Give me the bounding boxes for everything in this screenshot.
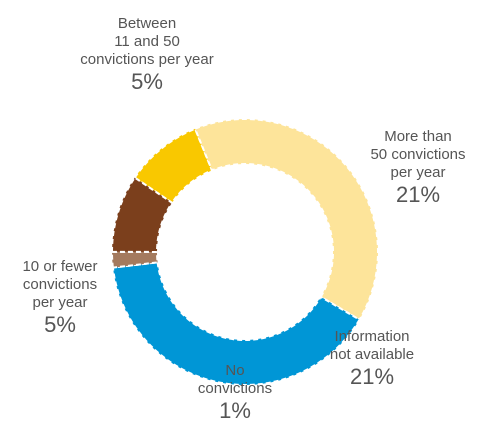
- segment-label: More than 50 convictions per year 21%: [328, 128, 490, 208]
- category-name: 10 or fewer convictions per year: [22, 258, 98, 311]
- value-label: 5%: [44, 312, 76, 337]
- segment-label: No convictions 1%: [145, 362, 325, 424]
- category-name: Between 11 and 50 convictions per year: [80, 15, 214, 68]
- category-name: No convictions: [197, 362, 273, 397]
- segment-label: Between 11 and 50 convictions per year 5%: [57, 15, 237, 95]
- donut-segment: [133, 127, 214, 205]
- donut-segment: [193, 118, 379, 322]
- donut-segment: [110, 176, 174, 253]
- donut-segment: [111, 261, 361, 386]
- value-label: 21%: [395, 182, 441, 207]
- category-name: Information not available: [329, 328, 415, 363]
- value-label: 21%: [349, 364, 395, 389]
- value-label: 5%: [131, 69, 163, 94]
- segment-label: 10 or fewer convictions per year 5%: [0, 258, 150, 338]
- category-name: More than 50 convictions per year: [370, 128, 466, 181]
- segment-label: Information not available 21%: [282, 328, 462, 390]
- value-label: 1%: [219, 398, 251, 423]
